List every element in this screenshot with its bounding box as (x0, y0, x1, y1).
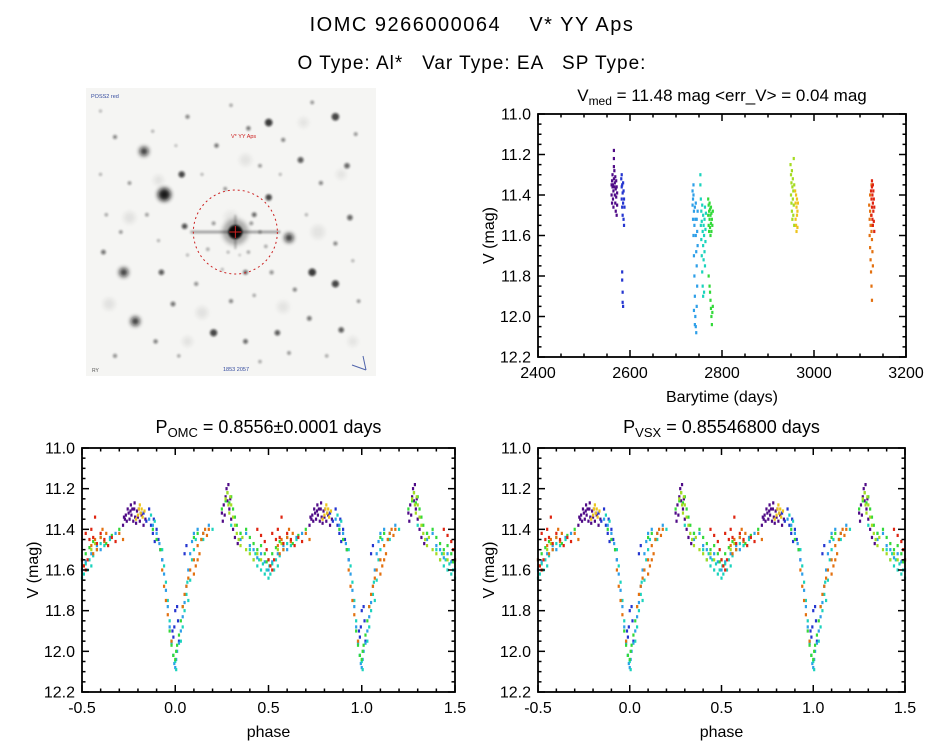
svg-text:12.2: 12.2 (44, 685, 75, 702)
svg-text:12.2: 12.2 (500, 685, 531, 702)
x-axis-label: phase (247, 724, 291, 741)
finder-chart-image: V* YY Aps POSS2 red 1853 2057 RY (86, 88, 376, 376)
y-axis-label: V (mag) (481, 207, 498, 264)
svg-text:2400: 2400 (520, 365, 556, 382)
series-turquoise (699, 173, 707, 298)
svg-text:11.6: 11.6 (501, 563, 531, 580)
svg-text:11.4: 11.4 (45, 522, 75, 539)
svg-text:0.0: 0.0 (619, 700, 641, 717)
svg-text:1.5: 1.5 (894, 700, 916, 717)
svg-text:11.2: 11.2 (501, 481, 531, 498)
survey-label: POSS2 red (91, 94, 119, 100)
svg-text:11.2: 11.2 (501, 147, 531, 164)
series-gold (794, 189, 799, 234)
axis-ticks (81, 447, 456, 693)
svg-text:3000: 3000 (796, 365, 832, 382)
vsx-period-phase-chart: -0.5 0.0 0.5 1.0 1.5 11.0 11.2 11.4 11.6 11.8 12.0… (481, 417, 916, 741)
y-axis-label: V (mag) (481, 542, 498, 599)
svg-text:12.0: 12.0 (500, 309, 531, 326)
series-red (869, 179, 876, 234)
svg-text:11.0: 11.0 (501, 107, 531, 124)
svg-text:3200: 3200 (888, 365, 924, 382)
series-blue (620, 173, 626, 308)
chart-title: Vmed = 11.48 mag <err_V> = 0.04 mag (577, 86, 867, 108)
page-subtitle: O Type: Al* Var Type: EA SP Type: (297, 53, 647, 74)
svg-text:11.4: 11.4 (501, 188, 531, 205)
svg-text:1.0: 1.0 (802, 700, 824, 717)
series-yellow-green (90, 491, 449, 562)
target-cross-marker (229, 226, 242, 238)
tick-labels: -0.5 0.0 0.5 1.0 1.5 11.0 11.2 11.4 11.6 11.8 12.0… (500, 441, 916, 718)
series-green (707, 197, 714, 327)
series-blue (597, 507, 826, 643)
svg-text:11.8: 11.8 (501, 269, 531, 286)
svg-text:11.0: 11.0 (501, 441, 531, 458)
series-skyblue (80, 517, 457, 670)
barytime-lightcurve-chart: 2400 2600 2800 3000 3200 11.0 11.2 11.4 11.6 11.8… (481, 86, 924, 406)
omc-period-phase-chart: -0.5 0.0 0.5 1.0 1.5 11.0 11.2 11.4 11.6 11.8 12.0… (25, 417, 466, 741)
series-red (536, 515, 907, 572)
axis-ticks (537, 447, 906, 693)
svg-text:0.5: 0.5 (257, 700, 279, 717)
svg-text:12.0: 12.0 (44, 644, 75, 661)
series-skyblue (536, 517, 907, 670)
svg-text:11.6: 11.6 (45, 563, 75, 580)
svg-text:11.4: 11.4 (501, 522, 531, 539)
svg-text:11.8: 11.8 (501, 603, 531, 620)
target-name-label: V* YY Aps (231, 134, 256, 140)
series-violet (121, 483, 426, 546)
axis-ticks (537, 113, 907, 358)
x-axis-label: Barytime (days) (666, 389, 778, 406)
aperture-circle (192, 189, 278, 275)
series-turquoise (80, 513, 457, 672)
series-violet (577, 483, 876, 546)
series-skyblue (691, 183, 699, 335)
svg-text:11.6: 11.6 (501, 228, 531, 245)
svg-text:1.5: 1.5 (444, 700, 466, 717)
series-turquoise (536, 513, 907, 672)
x-axis-label: phase (700, 724, 744, 741)
chart-title: PVSX = 0.85546800 days (623, 417, 820, 440)
svg-text:0.0: 0.0 (164, 700, 186, 717)
chart-title: POMC = 0.8556±0.0001 days (156, 417, 382, 440)
svg-text:1.0: 1.0 (351, 700, 373, 717)
svg-text:12.0: 12.0 (500, 644, 531, 661)
svg-text:12.2: 12.2 (500, 350, 531, 367)
series-blue (142, 507, 375, 643)
svg-text:2800: 2800 (704, 365, 740, 382)
series-violet (610, 148, 619, 217)
series-gold (590, 503, 785, 521)
series-yellow-green (789, 156, 796, 227)
svg-text:11.2: 11.2 (45, 481, 75, 498)
svg-text:11.0: 11.0 (45, 441, 75, 458)
compass-marks (351, 355, 367, 371)
series-orange (868, 183, 874, 302)
series-yellow-green (546, 491, 899, 562)
plate-corner-label: RY (92, 368, 100, 374)
plot-frame (537, 113, 907, 358)
svg-text:-0.5: -0.5 (524, 700, 552, 717)
svg-text:11.8: 11.8 (45, 603, 75, 620)
page-title: IOMC 9266000064 V* YY Aps (309, 14, 635, 36)
series-gold (134, 503, 333, 521)
tick-labels: -0.5 0.0 0.5 1.0 1.5 11.0 11.2 11.4 11.6 11.8 12.0… (44, 441, 466, 718)
svg-text:2600: 2600 (612, 365, 648, 382)
y-axis-label: V (mag) (25, 542, 42, 599)
series-orange (546, 527, 848, 643)
series-orange (90, 527, 397, 643)
tick-labels: 2400 2600 2800 3000 3200 11.0 11.2 11.4 11.6 11.8… (500, 107, 924, 383)
plate-coordinates-label: 1853 2057 (223, 367, 249, 373)
svg-text:0.5: 0.5 (710, 700, 732, 717)
svg-text:-0.5: -0.5 (68, 700, 96, 717)
